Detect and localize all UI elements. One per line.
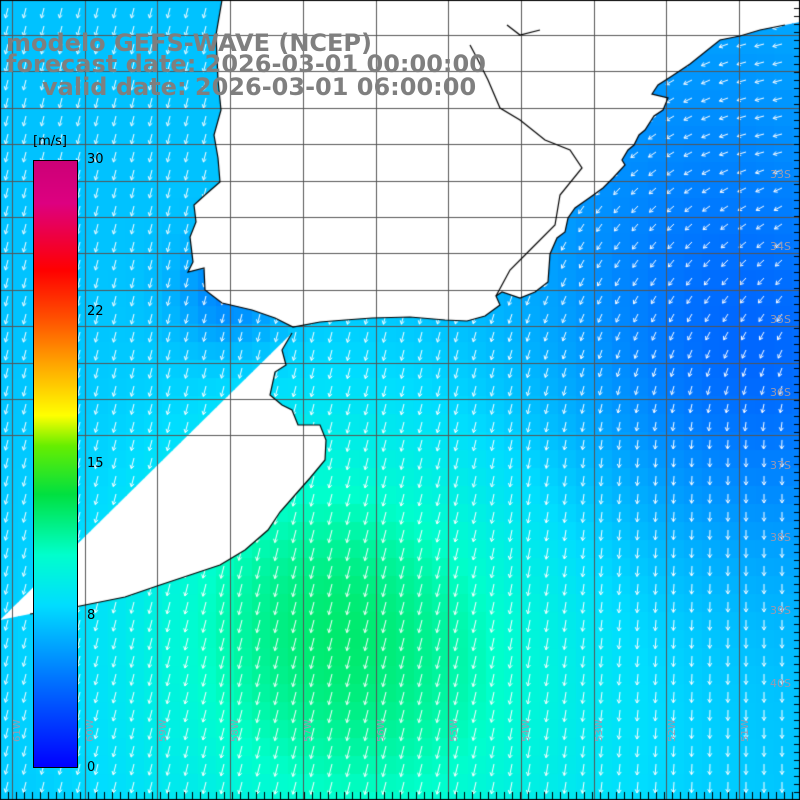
colorbar-tick-15: 15 bbox=[87, 456, 104, 471]
lat-label: 38S bbox=[770, 531, 791, 544]
valid-date: valid date: 2026-03-01 06:00:00 bbox=[42, 73, 477, 101]
colorbar bbox=[33, 160, 78, 768]
lon-label: 56W bbox=[376, 719, 387, 742]
lon-label: 60W bbox=[85, 719, 96, 742]
lat-label: 35S bbox=[770, 313, 791, 326]
colorbar-tick-30: 30 bbox=[87, 152, 104, 167]
colorbar-unit: [m/s] bbox=[33, 134, 67, 149]
lon-label: 55W bbox=[449, 719, 460, 742]
forecast-date: forecast date: 2026-03-01 00:00:00 bbox=[6, 50, 486, 78]
colorbar-tick-8: 8 bbox=[87, 608, 96, 623]
lon-label: 54W bbox=[521, 719, 532, 742]
lat-label: 36S bbox=[770, 386, 791, 399]
colorbar-tick-22: 22 bbox=[87, 304, 104, 319]
lon-label: 59W bbox=[158, 719, 169, 742]
lon-label: 58W bbox=[230, 719, 241, 742]
model-title: modelo GEFS-WAVE (NCEP) bbox=[6, 29, 372, 57]
lat-label: 37S bbox=[770, 459, 791, 472]
colorbar-tick-0: 0 bbox=[87, 760, 96, 775]
lat-label: 34S bbox=[770, 240, 791, 253]
lon-label: 52W bbox=[667, 719, 678, 742]
lon-label: 53W bbox=[594, 719, 605, 742]
lat-label: 40S bbox=[770, 677, 791, 690]
lat-label: 33S bbox=[770, 168, 791, 181]
lon-label: 57W bbox=[303, 719, 314, 742]
lon-label: 61W bbox=[12, 719, 23, 742]
lat-label: 39S bbox=[770, 604, 791, 617]
lon-label: 51W bbox=[740, 719, 751, 742]
